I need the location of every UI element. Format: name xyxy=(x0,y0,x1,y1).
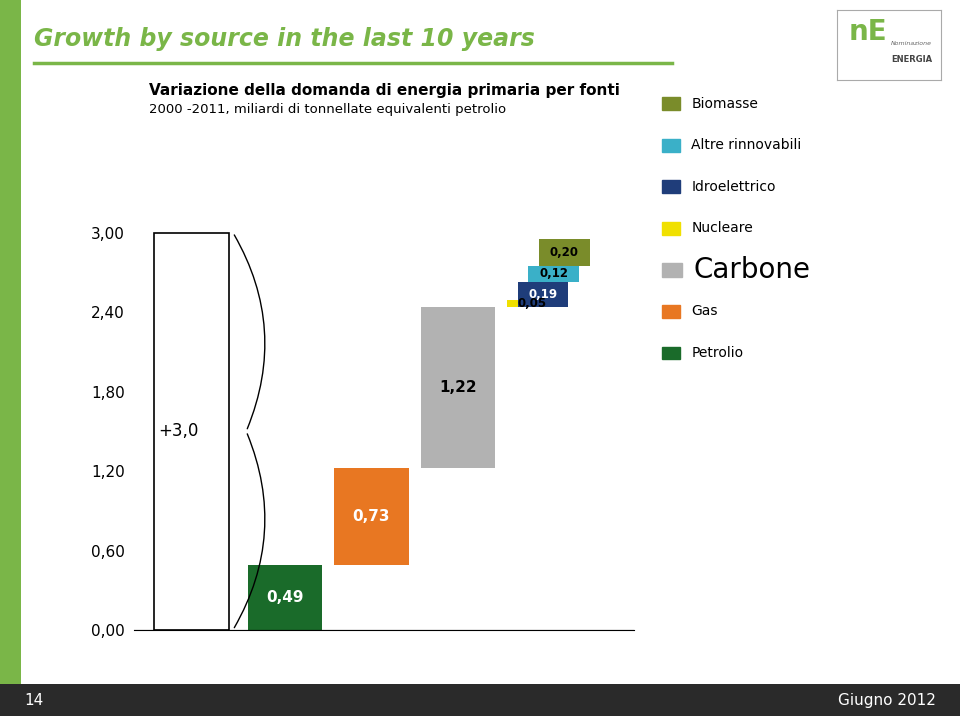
Bar xyxy=(507,300,558,306)
Text: 14: 14 xyxy=(24,693,43,707)
Text: 0,05: 0,05 xyxy=(517,297,547,310)
Bar xyxy=(0,684,960,716)
Text: 0,19: 0,19 xyxy=(529,288,558,301)
Text: Idroelettrico: Idroelettrico xyxy=(691,180,776,194)
Bar xyxy=(334,468,409,565)
Bar xyxy=(662,139,680,152)
Text: Growth by source in the last 10 years: Growth by source in the last 10 years xyxy=(34,27,535,52)
Bar xyxy=(662,222,680,235)
Text: nE: nE xyxy=(849,19,888,47)
Bar xyxy=(528,266,579,281)
Text: Altre rinnovabili: Altre rinnovabili xyxy=(691,138,802,153)
Bar xyxy=(0,0,21,684)
Text: 1,22: 1,22 xyxy=(439,380,477,395)
Text: Nucleare: Nucleare xyxy=(691,221,753,236)
Bar xyxy=(155,233,228,630)
Bar xyxy=(662,347,680,359)
Text: 0,73: 0,73 xyxy=(352,509,390,524)
Text: 2000 -2011, miliardi di tonnellate equivalenti petrolio: 2000 -2011, miliardi di tonnellate equiv… xyxy=(149,103,506,116)
Text: +3,0: +3,0 xyxy=(158,422,199,440)
Bar xyxy=(517,281,568,306)
Text: ENERGIA: ENERGIA xyxy=(891,54,932,64)
Text: Biomasse: Biomasse xyxy=(691,97,758,111)
Bar xyxy=(662,305,680,318)
Text: Carbone: Carbone xyxy=(693,256,810,284)
Bar xyxy=(540,239,589,266)
Text: 0,20: 0,20 xyxy=(550,246,579,259)
Text: 0,49: 0,49 xyxy=(266,590,303,605)
Text: 0,12: 0,12 xyxy=(540,267,568,280)
Text: Variazione della domanda di energia primaria per fonti: Variazione della domanda di energia prim… xyxy=(149,83,619,97)
Bar xyxy=(662,180,680,193)
Bar xyxy=(662,97,680,110)
Bar xyxy=(248,565,323,630)
Text: Nominazione: Nominazione xyxy=(891,42,932,47)
Bar xyxy=(420,306,495,468)
Text: Petrolio: Petrolio xyxy=(691,346,743,360)
Text: Giugno 2012: Giugno 2012 xyxy=(838,693,936,707)
Bar xyxy=(662,263,682,277)
Text: Gas: Gas xyxy=(691,304,718,319)
